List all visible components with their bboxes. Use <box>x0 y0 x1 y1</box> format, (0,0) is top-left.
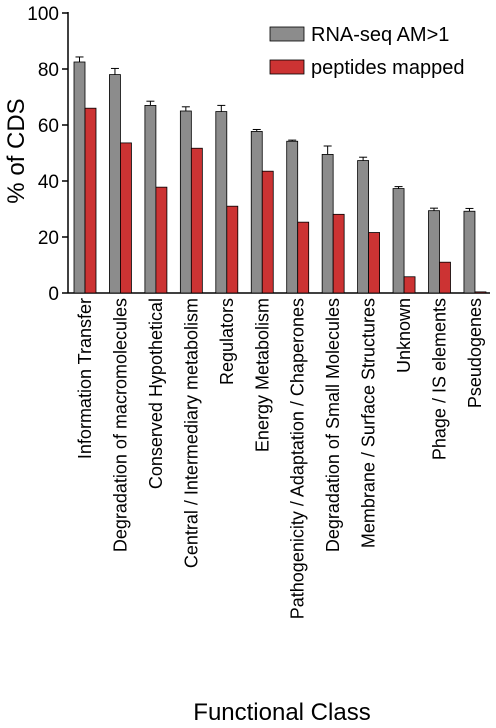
legend-rna-seq-label: RNA-seq AM>1 <box>311 24 449 46</box>
legend-peptides-label: peptides mapped <box>311 57 464 79</box>
x-axis: Information Transfer Degradation of macro… <box>68 292 490 619</box>
x-axis-label: Functional Class <box>193 699 370 726</box>
x-tick-label: Regulators <box>217 298 237 385</box>
x-tick-label: Degradation of Small Molecules <box>323 298 343 552</box>
bar-peptides <box>297 221 310 294</box>
bar-peptides <box>332 213 345 294</box>
y-axis: 0 20 40 60 80 100 <box>27 4 69 305</box>
legend-peptides-swatch <box>269 59 305 75</box>
bar-rna-seq <box>73 61 86 294</box>
bars <box>73 56 487 294</box>
y-tick-label: 0 <box>48 284 59 305</box>
y-tick-label: 60 <box>38 116 59 137</box>
bar-rna-seq <box>357 160 370 294</box>
bar-peptides <box>226 205 239 294</box>
bar-peptides <box>261 170 274 294</box>
y-tick-label: 20 <box>38 228 59 249</box>
legend-rna-seq-swatch <box>269 26 305 42</box>
x-tick-label: Pathogenicity / Adaptation / Chaperones <box>288 298 308 619</box>
x-tick-label: Phage / IS elements <box>430 298 450 460</box>
bar-peptides <box>368 232 381 294</box>
bar-peptides <box>190 147 203 294</box>
y-tick-label: 100 <box>27 4 59 25</box>
y-axis-label: % of CDS <box>3 98 30 203</box>
bar-peptides <box>120 142 132 294</box>
bar-rna-seq <box>144 105 157 294</box>
bar-rna-seq <box>109 74 121 294</box>
bar-rna-seq <box>286 140 299 294</box>
legend: RNA-seq AM>1 peptides mapped <box>269 24 464 79</box>
x-tick-label: Energy Metabolism <box>252 298 272 452</box>
y-tick-label: 40 <box>38 172 59 193</box>
x-tick-label: Conserved Hypothetical <box>146 298 166 489</box>
bar-rna-seq <box>463 210 476 294</box>
bar-rna-seq <box>179 110 192 294</box>
bar-peptides <box>474 291 487 294</box>
x-tick-label: Membrane / Surface Structures <box>359 298 379 548</box>
bar-peptides <box>84 107 97 294</box>
y-tick-label: 80 <box>38 60 59 81</box>
bar-rna-seq <box>215 111 228 294</box>
bar-peptides <box>439 261 451 294</box>
bar-rna-seq <box>321 153 334 294</box>
bar-peptides <box>403 276 416 294</box>
x-tick-label: Information Transfer <box>75 298 95 459</box>
x-tick-label: Pseudogenes <box>465 298 485 408</box>
x-tick-label: Central / Intermediary metabolism <box>181 298 201 568</box>
bar-rna-seq <box>428 210 440 294</box>
bar-rna-seq <box>392 188 405 294</box>
bar-peptides <box>155 186 168 294</box>
x-tick-label: Degradation of macromolecules <box>110 298 130 552</box>
bar-rna-seq <box>250 131 263 294</box>
x-tick-label: Unknown <box>394 298 414 373</box>
